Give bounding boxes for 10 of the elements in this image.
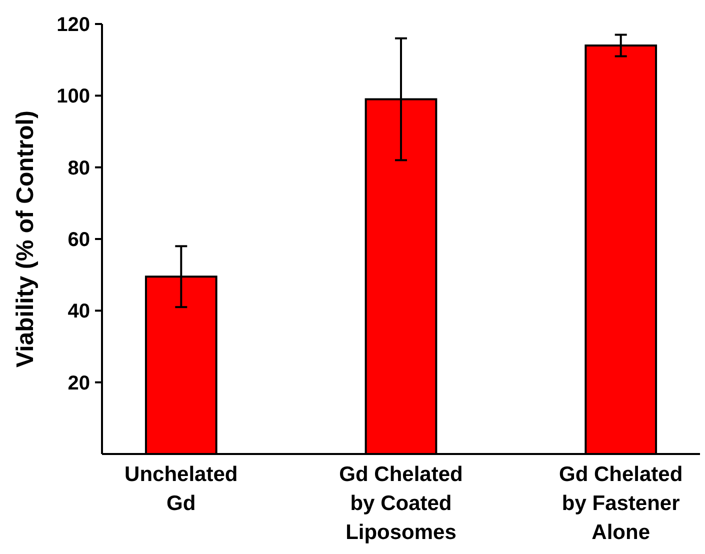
y-tick-label: 40	[68, 300, 90, 323]
x-tick-label: Gd Chelated by Fastener Alone	[559, 463, 683, 544]
x-tick-label: Gd Chelated by Coated Liposomes	[339, 463, 463, 544]
y-tick-label: 120	[56, 14, 90, 36]
y-tick-label: 100	[56, 86, 90, 108]
y-tick-label: 60	[68, 229, 90, 251]
x-tick-label: Unchelated Gd	[124, 463, 238, 515]
y-tick-label: 20	[68, 372, 90, 394]
y-tick-label: 80	[68, 157, 90, 180]
y-axis-title: Viability (% of Control)	[12, 110, 39, 368]
